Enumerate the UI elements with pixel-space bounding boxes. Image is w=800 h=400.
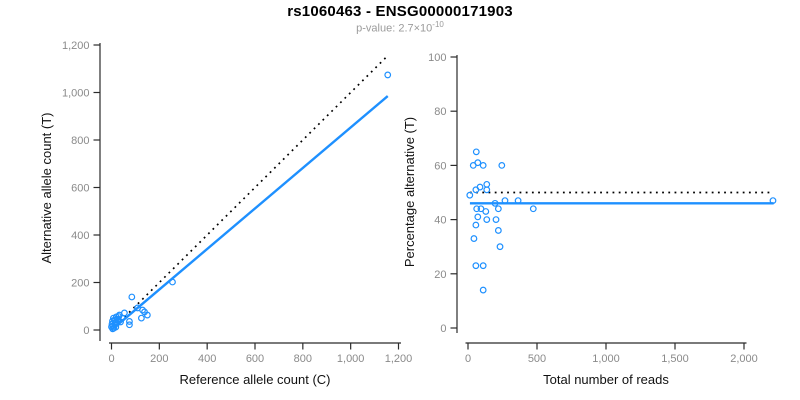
scatter-point xyxy=(529,205,537,213)
scatter-point xyxy=(479,262,487,270)
x-tick-label: 200 xyxy=(150,353,168,365)
x-tick-label: 0 xyxy=(465,353,471,365)
y-tick-label: 1,200 xyxy=(62,40,90,52)
identity-line xyxy=(110,55,389,331)
y-tick-label: 1,000 xyxy=(62,88,90,100)
x-tick-label: 500 xyxy=(528,353,546,365)
x-tick-label: 400 xyxy=(198,353,216,365)
scatter-point xyxy=(137,314,145,322)
scatter-point xyxy=(470,235,478,242)
right-y-axis-label: Percentage alternative (T) xyxy=(402,116,417,268)
y-tick-label: 100 xyxy=(428,52,446,64)
scatter-point xyxy=(479,161,487,169)
y-tick-label: 600 xyxy=(71,183,89,195)
scatter-point xyxy=(496,243,504,251)
y-tick-label: 20 xyxy=(434,269,446,281)
scatter-point xyxy=(139,306,146,314)
scatter-point xyxy=(482,208,490,215)
x-tick-label: 600 xyxy=(246,353,264,365)
x-tick-label: 1,200 xyxy=(385,353,413,365)
right-x-axis-label: Total number of reads xyxy=(543,372,669,387)
x-tick-label: 1,000 xyxy=(592,353,620,365)
scatter-point xyxy=(143,311,151,319)
x-tick-label: 2,000 xyxy=(730,353,758,365)
scatter-point xyxy=(769,197,777,205)
y-tick-label: 60 xyxy=(434,160,446,172)
scatter-point xyxy=(466,191,474,199)
pvalue-text: p-value: 2.7×10 xyxy=(356,22,433,35)
scatter-point xyxy=(108,323,115,331)
scatter-point xyxy=(472,221,480,229)
scatter-point xyxy=(494,205,502,213)
left-y-axis-label: Alternative allele count (T) xyxy=(39,112,54,264)
scatter-point xyxy=(494,227,502,234)
scatter-point xyxy=(498,161,506,169)
left-x-axis-label: Reference allele count (C) xyxy=(179,372,331,387)
scatter-point xyxy=(479,286,487,294)
scatter-point xyxy=(472,262,480,270)
y-tick-label: 400 xyxy=(71,230,89,242)
x-tick-label: 0 xyxy=(108,353,114,365)
scatter-point xyxy=(169,278,176,286)
scatter-point xyxy=(474,159,482,167)
scatter-point xyxy=(483,186,491,194)
scatter-point xyxy=(126,321,133,329)
scatter-point xyxy=(474,213,482,221)
pvalue-exponent: -10 xyxy=(432,20,444,29)
scatter-point xyxy=(491,199,499,207)
scatter-point xyxy=(514,197,522,205)
scatter-point xyxy=(501,197,509,205)
y-tick-label: 80 xyxy=(434,106,446,118)
x-tick-label: 800 xyxy=(294,353,312,365)
scatter-point xyxy=(476,183,484,191)
x-tick-label: 1,500 xyxy=(661,353,689,365)
y-tick-label: 0 xyxy=(83,325,89,337)
scatter-point xyxy=(483,216,491,224)
y-tick-label: 200 xyxy=(71,278,89,290)
scatter-point xyxy=(472,148,480,156)
right-plot: 0 20 40 60 80 100 0 500 1,000 1,500 2,000 xyxy=(428,52,777,365)
scatter-point xyxy=(128,293,136,301)
scatter-point xyxy=(492,216,500,224)
scatter-point xyxy=(384,71,392,79)
scatter-point xyxy=(483,180,491,188)
left-plot: 0 200 400 600 800 1,000 1,200 0 200 400 600 800 1,00… xyxy=(62,40,412,365)
y-tick-label: 40 xyxy=(434,215,446,227)
scatter-point xyxy=(126,318,133,325)
page-title: rs1060463 - ENSG00000171903 xyxy=(287,3,513,20)
y-tick-label: 800 xyxy=(71,135,89,147)
scatter-point xyxy=(473,205,481,213)
scatter-point xyxy=(112,323,120,331)
y-tick-label: 0 xyxy=(440,323,446,335)
x-tick-label: 1,000 xyxy=(337,353,365,365)
pvalue-subtitle: p-value: 2.7×10-10 xyxy=(0,20,800,35)
fit-line xyxy=(110,95,389,331)
